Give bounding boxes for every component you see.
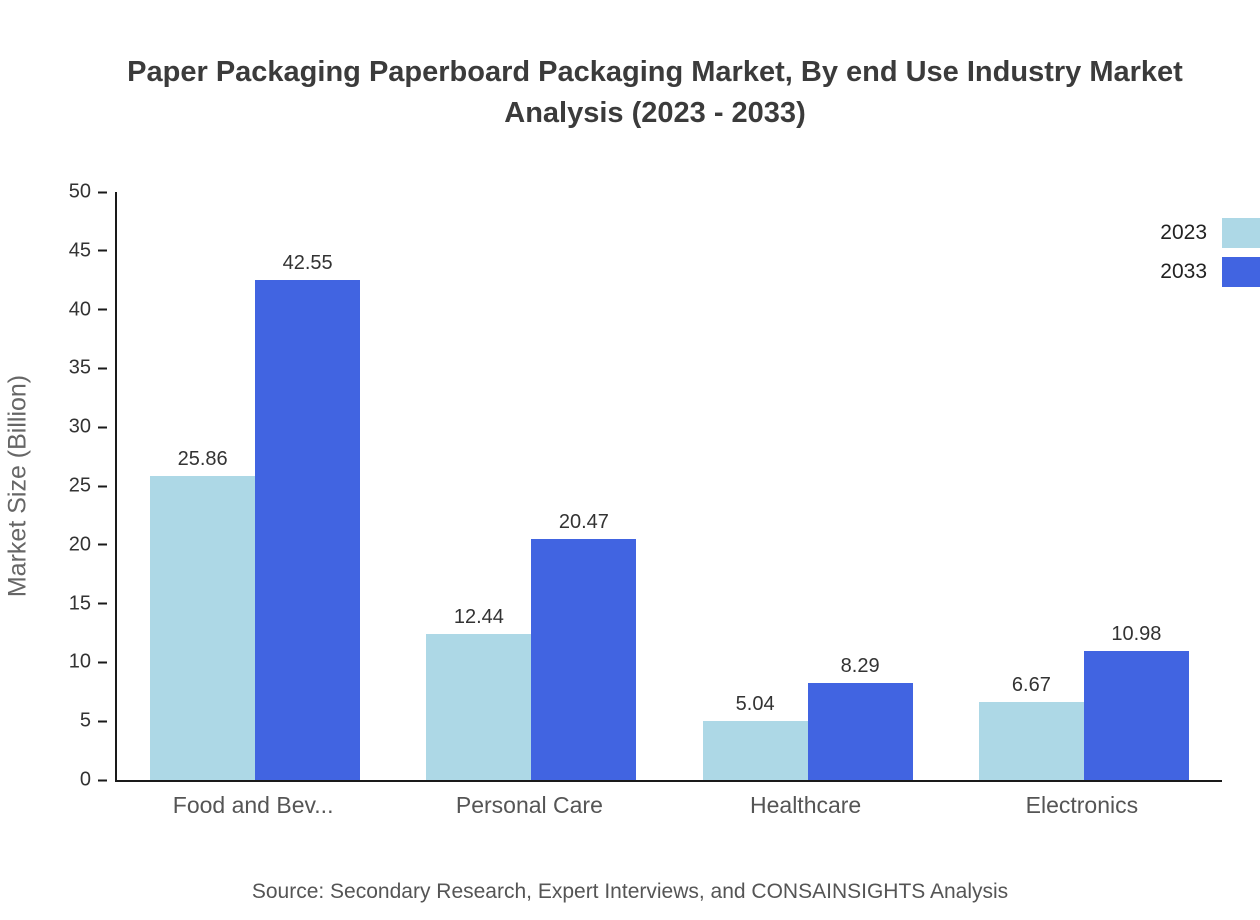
- bar-group: 5.04 8.29: [670, 192, 946, 780]
- bar-cell: 42.55: [255, 192, 361, 780]
- y-tick-10: 10: [45, 651, 107, 674]
- bar-value-label: 8.29: [840, 654, 880, 677]
- y-tick-40: 40: [45, 298, 107, 321]
- y-tick-0: 0: [45, 769, 107, 792]
- y-tick-mark: [98, 249, 107, 252]
- bar-2023: [978, 701, 1084, 780]
- x-axis-label: Electronics: [1025, 792, 1139, 818]
- x-axis-labels: Food and Bev... Personal Care Healthcare El…: [115, 792, 1220, 819]
- x-axis-label: Personal Care: [455, 792, 603, 818]
- y-tick-mark: [98, 720, 107, 723]
- bar-2033: [255, 279, 361, 780]
- legend-swatch: [1222, 257, 1260, 287]
- bar-value-label: 12.44: [453, 605, 504, 628]
- y-tick-35: 35: [45, 357, 107, 380]
- y-tick-50: 50: [45, 181, 107, 204]
- plot-area: 0 5 10 15 20 25 30 35 40 45 50 25.86 42.55 12.44 20.47…: [69, 181, 1222, 791]
- legend-label: 2023: [1160, 221, 1207, 244]
- bar-2033: [531, 539, 637, 780]
- x-axis-label: Food and Bev...: [172, 792, 334, 818]
- y-tick-label: 15: [68, 592, 91, 615]
- y-tick-label: 5: [79, 709, 91, 732]
- y-tick-mark: [98, 602, 107, 605]
- y-tick-30: 30: [45, 416, 107, 439]
- bar-value-label: 10.98: [1111, 622, 1162, 645]
- y-tick-label: 0: [79, 768, 91, 791]
- y-tick-label: 40: [68, 298, 91, 321]
- bar-cell: 8.29: [807, 192, 913, 780]
- bar-group: 12.44 20.47: [393, 192, 669, 780]
- bar-value-label: 6.67: [1011, 673, 1051, 696]
- bar-2033: [807, 682, 913, 780]
- y-tick-label: 10: [68, 650, 91, 673]
- y-tick-25: 25: [45, 475, 107, 498]
- y-tick-label: 25: [68, 474, 91, 497]
- bar-value-label: 42.55: [282, 251, 333, 274]
- legend: 2023 2033: [1160, 218, 1260, 287]
- y-tick-mark: [98, 661, 107, 664]
- legend-item: 2023: [1160, 218, 1260, 248]
- y-tick-5: 5: [45, 710, 107, 733]
- bar-cell: 25.86: [150, 192, 256, 780]
- bar-2023: [702, 720, 808, 780]
- bar-value-label: 25.86: [177, 447, 228, 470]
- y-tick-45: 45: [45, 239, 107, 262]
- bar-group: 6.67 10.98: [946, 192, 1222, 780]
- bar-2023: [150, 475, 256, 780]
- bar-value-label: 5.04: [735, 692, 775, 715]
- y-tick-label: 50: [68, 180, 91, 203]
- bar-value-label: 20.47: [558, 511, 609, 534]
- bar-2033: [1083, 650, 1189, 780]
- legend-item: 2033: [1160, 257, 1260, 287]
- y-tick-label: 30: [68, 415, 91, 438]
- y-tick-15: 15: [45, 592, 107, 615]
- source-text: Source: Secondary Research, Expert Inter…: [251, 880, 1009, 903]
- y-tick-20: 20: [45, 533, 107, 556]
- y-tick-mark: [98, 485, 107, 487]
- y-tick-label: 20: [68, 533, 91, 556]
- y-axis-title: Market Size (Billion): [3, 374, 32, 598]
- bar-cell: 5.04: [702, 192, 808, 780]
- y-tick-mark: [98, 779, 107, 781]
- bar-2023: [426, 633, 532, 780]
- bar-cell: 12.44: [426, 192, 532, 780]
- legend-label: 2033: [1160, 260, 1207, 283]
- y-tick-mark: [98, 543, 107, 546]
- bar-cell: 10.98: [1083, 192, 1189, 780]
- y-tick-mark: [98, 367, 107, 370]
- bar-cell: 6.67: [978, 192, 1084, 780]
- legend-swatch: [1222, 218, 1260, 248]
- y-tick-label: 35: [68, 356, 91, 379]
- bar-cell: 20.47: [531, 192, 637, 780]
- x-axis-label: Healthcare: [750, 792, 862, 818]
- y-tick-mark: [98, 191, 107, 193]
- chart-title: Paper Packaging Paperboard Packaging Mar…: [127, 56, 1183, 130]
- y-tick-label: 45: [68, 239, 91, 262]
- y-tick-mark: [98, 426, 107, 429]
- y-tick-mark: [98, 308, 107, 311]
- bar-group: 25.86 42.55: [117, 192, 393, 780]
